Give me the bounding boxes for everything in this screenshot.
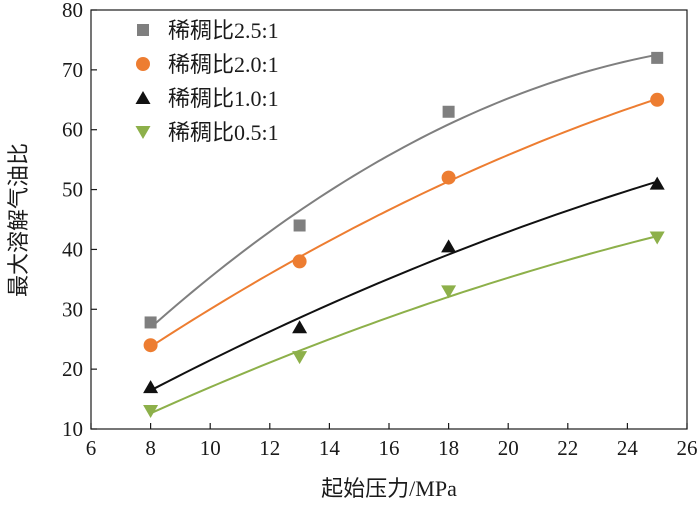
legend: 稀稠比2.5:1 稀稠比2.0:1 稀稠比1.0:1 稀稠比0.5:1 (135, 18, 279, 145)
y-tick-label: 80 (62, 0, 83, 22)
x-tick-label: 12 (259, 436, 280, 460)
y-axis-title: 最大溶解气油比 (6, 143, 31, 297)
y-tick-label: 10 (62, 417, 83, 441)
x-tick-label: 18 (438, 436, 459, 460)
data-points (143, 51, 665, 419)
x-tick-label: 22 (557, 436, 578, 460)
data-point (649, 176, 665, 190)
legend-label: 稀稠比2.5:1 (168, 18, 279, 43)
data-point (143, 405, 159, 419)
tick-labels: 6 8 10 12 14 16 18 20 22 24 26 10 20 30 40 50 60 70 80 (62, 0, 698, 460)
y-tick-label: 70 (62, 58, 83, 82)
data-point (649, 231, 665, 245)
x-tick-label: 26 (677, 436, 698, 460)
y-tick-label: 30 (62, 297, 83, 321)
data-point (651, 51, 664, 64)
trend-line (150, 235, 658, 415)
trend-line (150, 180, 658, 392)
y-tick-label: 60 (62, 118, 83, 142)
x-tick-label: 10 (200, 436, 221, 460)
y-tick-label: 50 (62, 178, 83, 202)
legend-marker (137, 24, 149, 36)
x-tick-label: 8 (145, 436, 156, 460)
data-point (441, 170, 456, 185)
x-tick-label: 14 (319, 436, 341, 460)
y-tick-label: 40 (62, 237, 83, 261)
data-point (143, 338, 158, 353)
trend-line (149, 53, 658, 329)
legend-marker (135, 126, 151, 139)
data-point (143, 380, 159, 394)
x-tick-label: 20 (498, 436, 519, 460)
legend-label: 稀稠比2.0:1 (168, 52, 279, 77)
data-point (293, 219, 306, 232)
data-point (144, 316, 157, 329)
legend-label: 稀稠比1.0:1 (168, 86, 279, 111)
data-point (441, 285, 457, 299)
trend-curves (149, 53, 658, 415)
data-point (441, 239, 457, 253)
legend-marker (135, 91, 151, 104)
data-point (292, 320, 308, 334)
trend-line (150, 97, 658, 348)
axis-ticks (90, 9, 688, 430)
data-point (650, 92, 665, 107)
legend-label: 稀稠比0.5:1 (168, 120, 279, 145)
legend-marker (136, 57, 150, 71)
x-tick-label: 16 (379, 436, 400, 460)
data-point (442, 105, 455, 118)
x-tick-label: 24 (617, 436, 639, 460)
data-point (292, 351, 308, 365)
x-tick-label: 6 (86, 436, 97, 460)
y-tick-label: 20 (62, 357, 83, 381)
data-point (292, 254, 307, 269)
x-axis-title: 起始压力/MPa (321, 476, 457, 501)
